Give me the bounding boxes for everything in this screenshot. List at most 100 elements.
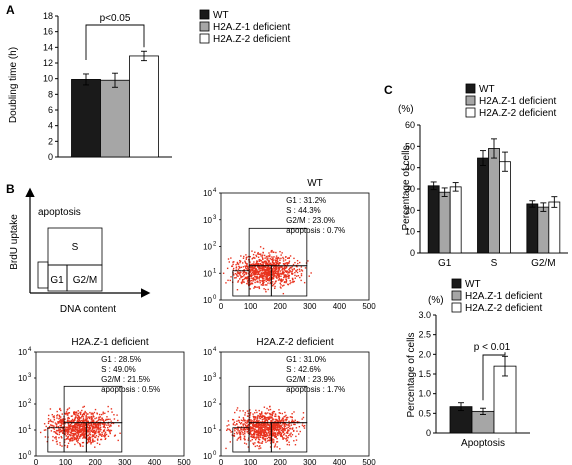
flow-event-dot (77, 418, 80, 421)
flow-event-dot (107, 429, 110, 431)
flow-event-dot (239, 422, 242, 425)
flow-event-dot (86, 418, 88, 421)
flow-event-dot (266, 284, 268, 286)
flow-event-dot (268, 416, 270, 418)
flow-event-dot (279, 431, 282, 434)
bar (477, 157, 489, 254)
flow-event-dot (91, 430, 93, 433)
flow-event-dot (71, 440, 74, 442)
flow-event-dot (265, 261, 267, 264)
flow-stat: apoptosis : 0.7% (286, 226, 345, 235)
flow-y-tick-label: 10 (203, 348, 212, 357)
flow-event-dot (244, 260, 246, 262)
flow-event-dot (87, 429, 90, 431)
flow-event-dot (283, 420, 285, 422)
flow-event-dot (64, 433, 66, 436)
flow-event-dot (76, 421, 78, 423)
flow-event-dot (278, 264, 280, 266)
flow-event-dot (83, 419, 85, 422)
flow-event-dot (262, 415, 264, 417)
flow-event-dot (60, 418, 62, 421)
flow-event-dot (274, 418, 276, 421)
flow-event-dot (97, 419, 100, 421)
flow-event-dot (269, 413, 272, 415)
flow-event-dot (118, 425, 120, 427)
flow-event-dot (257, 271, 260, 274)
flow-event-dot (59, 416, 62, 418)
flow-event-dot (58, 428, 60, 430)
flow-event-dot (102, 411, 104, 413)
flow-event-dot (71, 435, 74, 437)
flow-event-dot (255, 255, 258, 258)
flow-event-dot (75, 438, 78, 441)
flow-event-dot (68, 424, 70, 427)
flow-event-dot (274, 266, 277, 268)
flow-event-dot (101, 419, 104, 421)
flow-event-dot (278, 268, 280, 270)
flow-event-dot (282, 434, 285, 436)
flow-event-dot (67, 412, 69, 415)
flow-event-dot (286, 439, 289, 441)
flow-event-dot (232, 269, 234, 271)
flow-event-dot (266, 259, 269, 261)
flow-event-dot (246, 420, 248, 422)
flow-event-dot (247, 276, 249, 278)
flow-event-dot (88, 438, 90, 440)
flow-event-dot (275, 435, 277, 438)
flow-event-dot (90, 419, 93, 421)
flow-event-dot (303, 424, 306, 427)
flow-event-dot (56, 410, 58, 413)
flow-event-dot (239, 261, 241, 264)
flow-x-tick-label: 500 (177, 458, 191, 465)
flow-event-dot (56, 415, 58, 417)
flow-event-dot (75, 424, 78, 426)
flow-event-dot (261, 277, 264, 280)
flow-event-dot (290, 420, 293, 423)
flow-event-dot (82, 416, 85, 418)
flow-event-dot (271, 284, 274, 287)
flow-event-dot (98, 422, 101, 425)
flow-event-dot (259, 270, 261, 272)
flow-event-dot (269, 278, 271, 280)
flow-event-dot (292, 263, 295, 266)
flow-event-dot (69, 420, 71, 423)
flow-event-dot (261, 424, 263, 427)
flow-event-dot (282, 262, 285, 265)
flow-event-dot (283, 284, 285, 287)
flow-event-dot (251, 427, 254, 429)
flow-event-dot (267, 412, 269, 414)
flow-event-dot (282, 272, 285, 275)
flow-event-dot (77, 410, 79, 412)
flow-event-dot (96, 438, 99, 441)
flow-y-tick-label: 10 (203, 374, 212, 383)
flow-event-dot (277, 270, 280, 273)
y-tick-label: 40 (405, 163, 415, 173)
flow-event-dot (65, 412, 68, 415)
flow-event-dot (253, 417, 255, 419)
flow-event-dot (262, 247, 265, 250)
flow-event-dot (293, 423, 295, 426)
flow-event-dot (280, 284, 282, 286)
flow-event-dot (278, 417, 281, 419)
flow-stat: G1 : 31.2% (286, 196, 326, 205)
flow-event-dot (274, 285, 276, 288)
flow-event-dot (285, 278, 288, 281)
flow-event-dot (237, 419, 240, 422)
flow-event-dot (230, 276, 232, 278)
flow-event-dot (255, 276, 257, 278)
flow-event-dot (262, 426, 264, 428)
flow-event-dot (247, 420, 249, 422)
flow-event-dot (53, 425, 55, 428)
flow-event-dot (106, 418, 109, 421)
legend-c-bottom-h2az2: H2A.Z-2 deficient (465, 303, 542, 314)
flow-event-dot (270, 251, 272, 253)
legend-c-top: WT H2A.Z-1 deficient H2A.Z-2 deficient (465, 83, 556, 119)
flow-event-dot (277, 256, 280, 259)
flow-event-dot (263, 416, 266, 419)
flow-event-dot (259, 268, 262, 270)
flow-event-dot (280, 280, 283, 282)
flow-event-dot (253, 271, 256, 274)
flow-event-dot (95, 421, 98, 423)
